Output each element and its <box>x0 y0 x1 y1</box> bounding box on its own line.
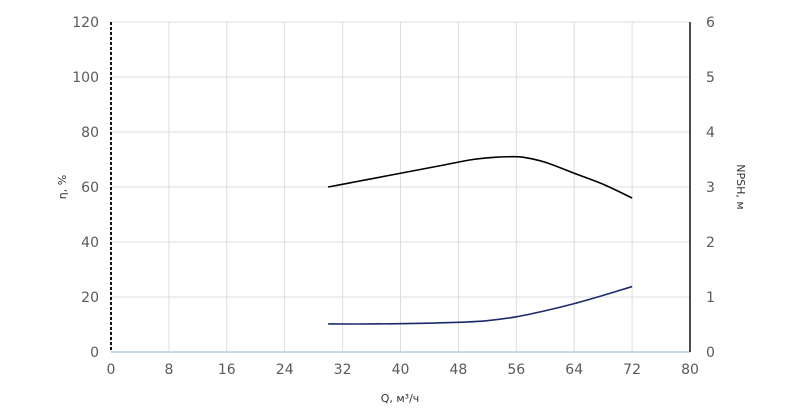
y-right-tick-label: 5 <box>706 70 715 86</box>
x-tick-label: 72 <box>623 362 641 378</box>
y-left-tick-label: 0 <box>90 345 99 361</box>
y-left-tick-label: 40 <box>81 235 99 251</box>
series-layer <box>327 155 633 325</box>
x-tick-label: 24 <box>276 362 294 378</box>
x-axis-title: Q, м³/ч <box>381 392 420 405</box>
y-left-tick-label: 120 <box>72 15 99 31</box>
y-left-axis-title: η, % <box>56 175 69 199</box>
grid-lines <box>110 21 691 353</box>
x-tick-label: 32 <box>334 362 352 378</box>
y-left-axis-ticks: 0 20 40 60 80 100 120 <box>72 15 99 361</box>
x-tick-label: 80 <box>681 362 699 378</box>
x-tick-label: 56 <box>507 362 525 378</box>
x-tick-label: 40 <box>392 362 410 378</box>
y-right-tick-label: 2 <box>706 235 715 251</box>
y-left-tick-label: 60 <box>81 180 99 196</box>
y-right-tick-label: 0 <box>706 345 715 361</box>
y-right-tick-label: 6 <box>706 15 715 31</box>
x-tick-label: 48 <box>449 362 467 378</box>
x-tick-label: 64 <box>565 362 583 378</box>
x-tick-label: 0 <box>107 362 116 378</box>
plot-frame <box>110 22 691 353</box>
y-right-axis-ticks: 0 1 2 3 4 5 6 <box>706 15 715 361</box>
y-right-tick-label: 4 <box>706 125 715 141</box>
y-left-tick-label: 20 <box>81 290 99 306</box>
x-tick-label: 16 <box>218 362 236 378</box>
efficiency-curve <box>327 155 633 199</box>
y-right-tick-label: 1 <box>706 290 715 306</box>
y-right-axis-title: NPSH, м <box>734 164 747 209</box>
y-left-tick-label: 100 <box>72 70 99 86</box>
npsh-curve <box>328 285 633 325</box>
x-tick-label: 8 <box>164 362 173 378</box>
x-axis-ticks: 0 8 16 24 32 40 48 56 64 72 80 <box>107 362 699 378</box>
y-left-tick-label: 80 <box>81 125 99 141</box>
y-right-tick-label: 3 <box>706 180 715 196</box>
